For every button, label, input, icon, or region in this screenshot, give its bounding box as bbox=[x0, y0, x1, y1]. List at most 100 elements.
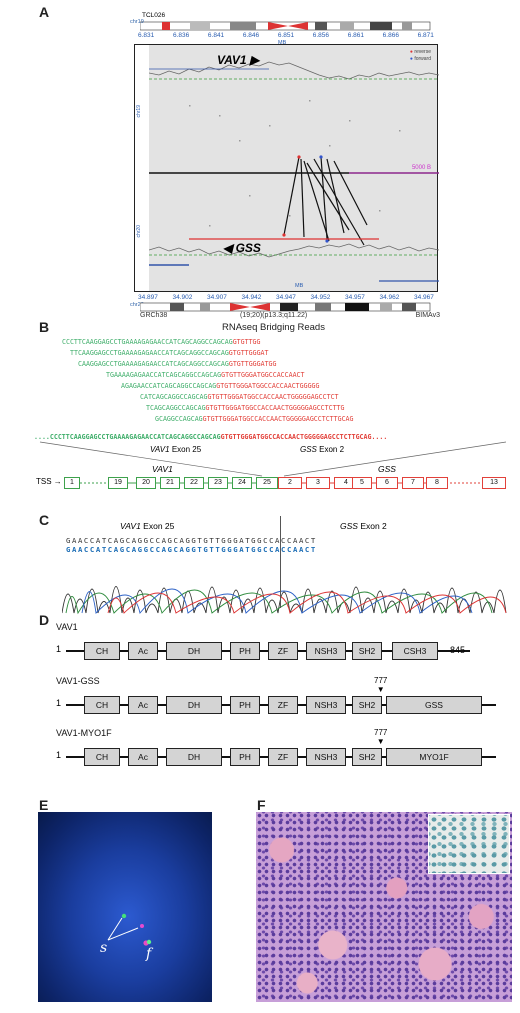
protein-name: VAV1 bbox=[56, 622, 78, 632]
gene-label-gss-struct: GSS bbox=[378, 464, 396, 474]
read-row: CAAGGAGCCTGAAAAGAGAACCATCAGCAGGCCAGCAGGT… bbox=[78, 360, 277, 368]
read-row: AGAGAACCATCAGCAGGCCAGCAGGTGTTGGGATGGCCAC… bbox=[121, 382, 320, 390]
domain-row-vav1-gss: VAV1-GSS 1 777 ▼ CH Ac DH PH ZF NSH3 SH2 … bbox=[56, 676, 496, 736]
exon-box: 19 bbox=[108, 477, 128, 489]
panel-label-e: E bbox=[39, 797, 49, 813]
tss-label: TSS → bbox=[36, 477, 62, 486]
domain-box: CSH3 bbox=[392, 642, 438, 660]
domain-box: PH bbox=[230, 748, 260, 766]
domain-box: CH bbox=[84, 642, 120, 660]
label-vav1-exon25: VAV1 Exon 25 bbox=[150, 445, 202, 454]
exon-box: 5 bbox=[352, 477, 372, 489]
tick-label: 6.861 bbox=[347, 32, 364, 39]
domain-box: Ac bbox=[128, 696, 158, 714]
domain-box: Ac bbox=[128, 642, 158, 660]
read-row: CCCTTCAAGGAGCCTGAAAAGAGAACCATCAGCAGGCCAG… bbox=[62, 338, 261, 346]
bottom-unit: MB bbox=[295, 283, 304, 289]
tick-label: 34.897 bbox=[138, 294, 158, 301]
left-chr20: chr20 bbox=[136, 225, 142, 238]
domain-box: NSH3 bbox=[306, 696, 346, 714]
start-residue: 1 bbox=[56, 644, 62, 654]
tick-label: 34.957 bbox=[345, 294, 365, 301]
panel-label-f: F bbox=[257, 797, 266, 813]
top-sample-label: TCL026 bbox=[142, 12, 166, 19]
exon-box: 23 bbox=[208, 477, 228, 489]
tick-label: 6.846 bbox=[242, 32, 260, 39]
domain-row-vav1: VAV1 1 CH Ac DH PH ZF NSH3 SH2 CSH3 845 bbox=[56, 622, 496, 682]
domain-box: GSS bbox=[386, 696, 482, 714]
start-residue: 1 bbox=[56, 698, 62, 708]
bottom-chr-label: chr20 bbox=[130, 302, 144, 308]
histology-inset bbox=[428, 814, 510, 874]
exon-box: 21 bbox=[160, 477, 180, 489]
sanger-label-left: VAV1 Exon 25 bbox=[120, 521, 175, 531]
sanger-label-right: GSS Exon 2 bbox=[340, 521, 387, 531]
footer-tool: BIMAv3 bbox=[415, 312, 440, 319]
tick-label: 6.866 bbox=[382, 32, 399, 39]
exon-box: 6 bbox=[376, 477, 398, 489]
domain-box: SH2 bbox=[352, 748, 382, 766]
domain-box: PH bbox=[230, 696, 260, 714]
read-row: GCAGGCCAGCAGGTGTTGGGATGGCCACCAACTGGGGGAG… bbox=[155, 415, 354, 423]
exon-box: 20 bbox=[136, 477, 156, 489]
domain-box: NSH3 bbox=[306, 748, 346, 766]
footer-translocation: (19;20)(p13.3;q11.22) bbox=[240, 312, 308, 319]
circos-plot bbox=[149, 61, 439, 282]
exon-box: 7 bbox=[402, 477, 424, 489]
fish-label-s: s bbox=[100, 940, 108, 956]
breakpoint-marker: 777 ▼ bbox=[374, 728, 388, 746]
circos-panel: TCL026 chr19 6.831 6.836 6.841 6.846 6.8… bbox=[130, 12, 440, 320]
panel-label-c: C bbox=[39, 512, 50, 528]
domain-box: DH bbox=[166, 642, 222, 660]
junction-line bbox=[280, 516, 281, 608]
histology-image bbox=[256, 812, 512, 1002]
domain-row-vav1-myo1f: VAV1-MYO1F 1 777 ▼ CH Ac DH PH ZF NSH3 SH… bbox=[56, 728, 496, 788]
tick-label: 34.947 bbox=[276, 294, 296, 301]
sanger-seq-bottom: GAACCATCAGCAGGCCAGCAGGTGTTGGGATGGCCACCAA… bbox=[66, 545, 317, 554]
domain-box: Ac bbox=[128, 748, 158, 766]
scale-label: 5000 B bbox=[411, 165, 431, 171]
panel-label-a: A bbox=[39, 4, 50, 20]
bottom-ideogram bbox=[140, 302, 431, 312]
label-gss-exon2: GSS Exon 2 bbox=[300, 445, 345, 454]
tick-label: 34.962 bbox=[379, 294, 400, 301]
domain-box: MYO1F bbox=[386, 748, 482, 766]
exon-box: 24 bbox=[232, 477, 252, 489]
domain-box: DH bbox=[166, 696, 222, 714]
tick-label: 6.871 bbox=[417, 32, 434, 39]
exon-box: 8 bbox=[426, 477, 448, 489]
top-ideogram bbox=[140, 21, 431, 31]
domain-box: ZF bbox=[268, 748, 298, 766]
panel-label-b: B bbox=[39, 319, 50, 335]
consensus-sequence: ....CCCTTCAAGGAGCCTGAAAAGAGAACCATCAGCAGG… bbox=[34, 433, 388, 441]
exon-box: 3 bbox=[306, 477, 330, 489]
tick-label: 6.836 bbox=[172, 32, 190, 39]
tick-label: 34.952 bbox=[310, 294, 331, 301]
fish-label-f: f bbox=[146, 946, 152, 962]
gene-label-gss: ◀ GSS bbox=[223, 241, 261, 255]
gene-label-vav1-struct: VAV1 bbox=[152, 464, 173, 474]
exon-box: 1 bbox=[64, 477, 80, 489]
domain-box: DH bbox=[166, 748, 222, 766]
tick-label: 34.907 bbox=[207, 294, 227, 301]
chromatogram bbox=[62, 586, 507, 615]
protein-name: VAV1-MYO1F bbox=[56, 728, 112, 738]
domain-box: CH bbox=[84, 748, 120, 766]
gene-label-vav1: VAV1 ▶ bbox=[217, 53, 260, 67]
tick-label: 6.841 bbox=[207, 32, 225, 39]
top-unit: MB bbox=[278, 40, 287, 46]
fish-image: s f bbox=[38, 812, 212, 1002]
read-row: TGAAAAGAGAACCATCAGCAGGCCAGCAGGTGTTGGGATG… bbox=[106, 371, 305, 379]
domain-box: SH2 bbox=[352, 642, 382, 660]
footer-assembly: GRCh38 bbox=[140, 312, 168, 319]
tick-label: 6.831 bbox=[138, 32, 155, 39]
exon-box: 25 bbox=[256, 477, 278, 489]
top-ticks: 6.831 6.836 6.841 6.846 6.851 6.856 6.86… bbox=[138, 32, 434, 39]
exon-box: 2 bbox=[278, 477, 302, 489]
exon-box: 13 bbox=[482, 477, 506, 489]
domain-box: PH bbox=[230, 642, 260, 660]
tick-label: 6.856 bbox=[312, 32, 330, 39]
domain-box: ZF bbox=[268, 696, 298, 714]
breakpoint-marker: 777 ▼ bbox=[374, 676, 388, 694]
read-row: TTCAAGGAGCCTGAAAAGAGAACCATCAGCAGGCCAGCAG… bbox=[70, 349, 269, 357]
